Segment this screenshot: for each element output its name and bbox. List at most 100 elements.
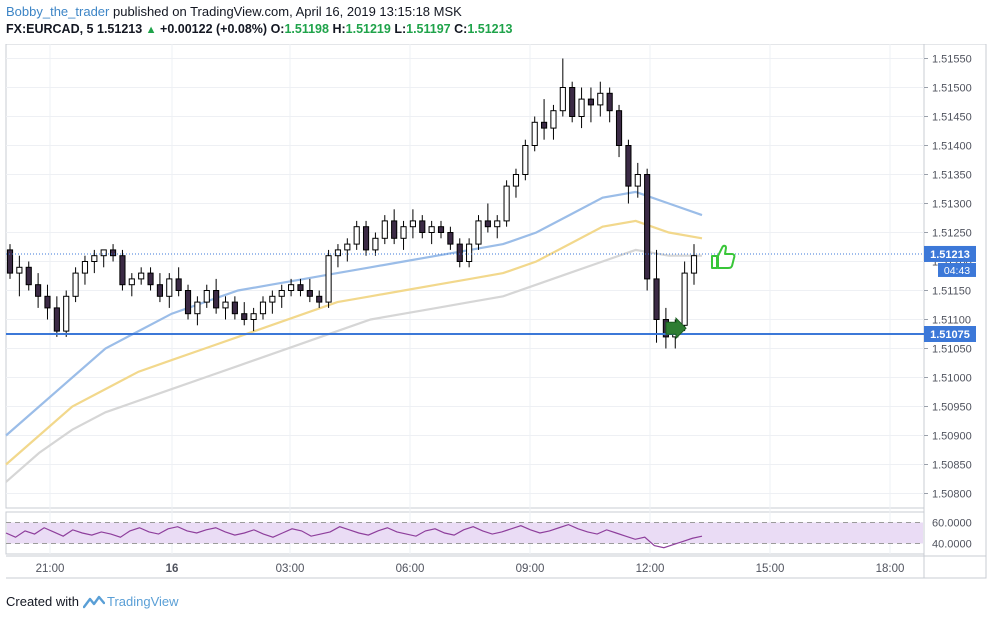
- candle-body: [63, 295, 70, 332]
- rsi-tick-label: 40.0000: [932, 539, 972, 551]
- candle: [213, 278, 220, 314]
- price-axis-frame: [923, 44, 987, 579]
- candle-body: [184, 290, 192, 315]
- candle: [53, 296, 60, 337]
- chart-area[interactable]: 1.51550 1.51500 1.51450 1.51400 1.51350 1.513…: [0, 44, 988, 584]
- candle-body: [437, 226, 445, 233]
- candle: [362, 220, 370, 256]
- candle: [72, 267, 79, 303]
- candle-body: [681, 272, 688, 326]
- candle-body: [381, 220, 388, 239]
- candle-body: [156, 284, 163, 297]
- candle: [419, 215, 426, 239]
- candle-body: [316, 295, 323, 303]
- candle-body: [250, 313, 257, 321]
- rsi-pane: [5, 522, 924, 549]
- author-link[interactable]: Bobby_the_trader: [6, 4, 110, 19]
- candle-body: [278, 290, 285, 297]
- thumbs-up-icon: [711, 244, 736, 269]
- candle: [391, 209, 398, 245]
- close-label: C:: [454, 22, 468, 36]
- candle: [241, 302, 248, 326]
- y-tick-label: 1.51500: [932, 83, 972, 95]
- y-tick-label: 1.50950: [932, 402, 972, 414]
- moving-averages: [5, 190, 703, 483]
- countdown-label: 04:43: [944, 265, 970, 277]
- candle: [297, 278, 304, 297]
- change-label: +0.00122 (+0.08%): [160, 22, 268, 36]
- y-tick-label: 1.51350: [932, 170, 972, 182]
- price-chart[interactable]: 1.51550 1.51500 1.51450 1.51400 1.51350 1.513…: [0, 44, 988, 584]
- y-tick-label: 1.51100: [932, 315, 971, 327]
- candle: [306, 278, 313, 303]
- candle-body: [269, 295, 276, 303]
- candle-body: [569, 87, 576, 117]
- ma-mid-line: [5, 219, 703, 466]
- level-price-tag: [924, 326, 976, 342]
- x-tick-label: 15:00: [756, 563, 785, 575]
- candle-body: [213, 290, 220, 309]
- last-price-tag: [924, 245, 976, 262]
- candle: [325, 249, 332, 308]
- candle-body: [72, 272, 79, 297]
- candle: [634, 162, 641, 198]
- candle: [119, 249, 126, 291]
- candle-body: [53, 307, 60, 332]
- candle-body: [259, 301, 267, 315]
- y-tick-label: 1.51300: [932, 199, 972, 211]
- candle-body: [409, 220, 416, 228]
- candle-body: [447, 232, 454, 245]
- x-tick-label: 09:00: [516, 563, 545, 575]
- candle: [381, 215, 388, 245]
- footer: Created with TradingView: [6, 594, 179, 609]
- candle: [681, 261, 688, 332]
- candle-body: [428, 226, 435, 233]
- candle: [409, 209, 416, 239]
- axes: 1.51550 1.51500 1.51450 1.51400 1.51350 1.513…: [36, 54, 972, 576]
- candle-body: [25, 266, 32, 286]
- candle-body: [288, 284, 295, 291]
- candle: [147, 267, 154, 291]
- candle-body: [466, 243, 473, 263]
- candle-body: [484, 220, 491, 228]
- candle: [550, 104, 557, 140]
- candle: [494, 215, 501, 239]
- candle: [128, 273, 135, 297]
- high-label: H:: [332, 22, 346, 36]
- candle: [6, 244, 14, 279]
- candle: [250, 307, 257, 332]
- candle: [175, 267, 182, 297]
- candle-body: [241, 313, 248, 321]
- candle-body: [550, 110, 557, 129]
- y-tick-label: 1.51400: [932, 141, 972, 153]
- candle: [522, 139, 529, 181]
- candle: [100, 249, 107, 268]
- tradingview-logo[interactable]: TradingView: [82, 594, 179, 609]
- candle-body: [690, 255, 698, 274]
- candle: [372, 232, 379, 256]
- candle-body: [606, 92, 613, 112]
- open-label: O:: [270, 22, 285, 36]
- y-tick-label: 1.50850: [932, 460, 972, 472]
- candle-body: [194, 301, 201, 315]
- candle-body: [100, 249, 107, 257]
- countdown-tag: [938, 262, 976, 277]
- header-publish-line: Bobby_the_trader published on TradingVie…: [6, 4, 462, 19]
- candle: [25, 261, 32, 291]
- candle-body: [597, 92, 604, 106]
- candle: [63, 290, 70, 337]
- candle-body: [362, 226, 370, 251]
- candle: [503, 180, 510, 227]
- candle-body: [166, 278, 173, 297]
- main-pane-frame: [5, 44, 925, 509]
- candle: [44, 284, 51, 320]
- candle: [138, 267, 145, 285]
- candle-body: [222, 301, 229, 309]
- candle: [400, 220, 407, 250]
- candle-body: [6, 249, 14, 274]
- candle-body: [147, 272, 154, 286]
- candle-body: [334, 249, 342, 257]
- published-text: published on TradingView.com, April 16, …: [112, 4, 462, 19]
- candle-body: [91, 255, 98, 262]
- candle: [222, 296, 229, 320]
